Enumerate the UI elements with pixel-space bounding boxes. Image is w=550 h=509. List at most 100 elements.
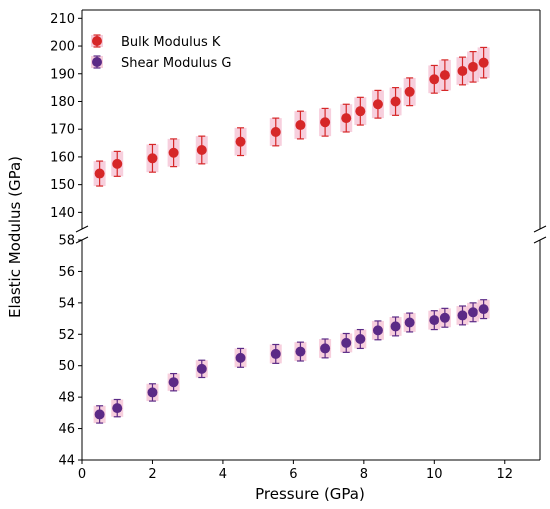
x-tick-label: 12 bbox=[496, 467, 513, 482]
data-point bbox=[468, 307, 479, 318]
data-point bbox=[168, 377, 179, 388]
legend-label-bulk-modulus: Bulk Modulus K bbox=[121, 35, 221, 50]
point bbox=[269, 343, 282, 364]
top-y-tick-label: 140 bbox=[50, 206, 75, 221]
data-point bbox=[112, 158, 123, 169]
data-point bbox=[390, 321, 401, 332]
bottom-y-tick-label: 50 bbox=[58, 359, 75, 374]
series-bulk-modulus bbox=[93, 46, 490, 187]
data-point bbox=[429, 315, 440, 326]
point bbox=[477, 299, 490, 320]
top-y-tick-label: 150 bbox=[50, 178, 75, 193]
point bbox=[93, 405, 106, 424]
data-point bbox=[147, 387, 158, 398]
data-point bbox=[457, 310, 468, 321]
point bbox=[467, 50, 480, 83]
data-point bbox=[94, 168, 105, 179]
y-axis-label: Elastic Modulus (GPa) bbox=[6, 156, 24, 318]
data-point bbox=[341, 337, 352, 348]
data-point bbox=[235, 136, 246, 147]
point bbox=[371, 320, 384, 341]
point bbox=[354, 96, 367, 126]
data-point bbox=[235, 352, 246, 363]
legend-entry-shear-modulus: Shear Modulus G bbox=[91, 55, 231, 71]
point bbox=[195, 135, 208, 165]
data-point bbox=[390, 96, 401, 107]
point bbox=[234, 127, 247, 157]
data-point bbox=[439, 312, 450, 323]
point bbox=[371, 89, 384, 119]
top-y-tick-label: 170 bbox=[50, 123, 75, 138]
point bbox=[467, 302, 480, 323]
point bbox=[167, 372, 180, 392]
top-y-tick-label: 190 bbox=[50, 67, 75, 82]
point bbox=[403, 312, 416, 333]
legend-marker bbox=[91, 34, 103, 48]
legend-label-shear-modulus: Shear Modulus G bbox=[121, 56, 231, 71]
point bbox=[111, 150, 124, 177]
point bbox=[146, 143, 159, 173]
data-point bbox=[478, 57, 489, 68]
data-point bbox=[112, 403, 123, 414]
point bbox=[456, 56, 469, 86]
x-tick-label: 10 bbox=[426, 467, 443, 482]
data-point bbox=[270, 348, 281, 359]
x-axis-label: Pressure (GPa) bbox=[255, 485, 365, 503]
axis-ticks: 0 2 4 6 8 10 121401501601701801902002104446485… bbox=[50, 12, 513, 482]
bottom-y-tick-label: 52 bbox=[58, 328, 75, 343]
point bbox=[93, 160, 106, 187]
x-tick-label: 4 bbox=[219, 467, 227, 482]
point bbox=[354, 328, 367, 350]
data-marks bbox=[93, 46, 490, 424]
x-tick-label: 0 bbox=[78, 467, 86, 482]
data-point bbox=[404, 317, 415, 328]
axis-break-mark bbox=[75, 225, 89, 233]
point bbox=[269, 117, 282, 147]
axis-break-mark bbox=[533, 236, 547, 244]
point bbox=[195, 359, 208, 379]
data-point bbox=[94, 409, 105, 420]
data-point bbox=[355, 106, 366, 117]
x-tick-label: 8 bbox=[360, 467, 368, 482]
point bbox=[234, 347, 247, 368]
bottom-y-tick-label: 48 bbox=[58, 391, 75, 406]
axis-break-mark bbox=[533, 225, 547, 233]
point bbox=[167, 138, 180, 168]
x-tick-label: 6 bbox=[289, 467, 297, 482]
x-tick-label: 2 bbox=[148, 467, 156, 482]
point bbox=[146, 383, 159, 402]
point bbox=[428, 64, 441, 94]
top-y-tick-label: 160 bbox=[50, 150, 75, 165]
legend-marker bbox=[91, 55, 103, 69]
series-shear-modulus bbox=[93, 299, 490, 424]
point bbox=[319, 107, 332, 137]
data-point bbox=[478, 304, 489, 315]
top-y-tick-label: 180 bbox=[50, 95, 75, 110]
data-point bbox=[429, 74, 440, 85]
point bbox=[389, 87, 402, 116]
data-point bbox=[372, 99, 383, 110]
data-point bbox=[168, 147, 179, 158]
data-point bbox=[147, 153, 158, 164]
data-point bbox=[320, 343, 331, 354]
point bbox=[111, 398, 124, 418]
top-y-tick-label: 210 bbox=[50, 12, 75, 27]
top-y-tick-label: 200 bbox=[50, 40, 75, 55]
data-point bbox=[439, 70, 450, 81]
legend: Bulk Modulus K Shear Modulus G bbox=[91, 34, 231, 71]
point bbox=[456, 305, 469, 326]
bottom-y-tick-label: 46 bbox=[58, 422, 75, 437]
data-point bbox=[355, 334, 366, 344]
point bbox=[340, 103, 353, 133]
point bbox=[389, 316, 402, 337]
data-point bbox=[372, 325, 383, 336]
bottom-y-tick-label: 54 bbox=[58, 296, 75, 311]
data-point bbox=[92, 57, 102, 67]
data-point bbox=[196, 144, 207, 155]
point bbox=[438, 59, 451, 91]
data-point bbox=[295, 120, 306, 131]
data-point bbox=[320, 117, 331, 128]
point bbox=[340, 332, 353, 353]
point bbox=[438, 307, 451, 328]
